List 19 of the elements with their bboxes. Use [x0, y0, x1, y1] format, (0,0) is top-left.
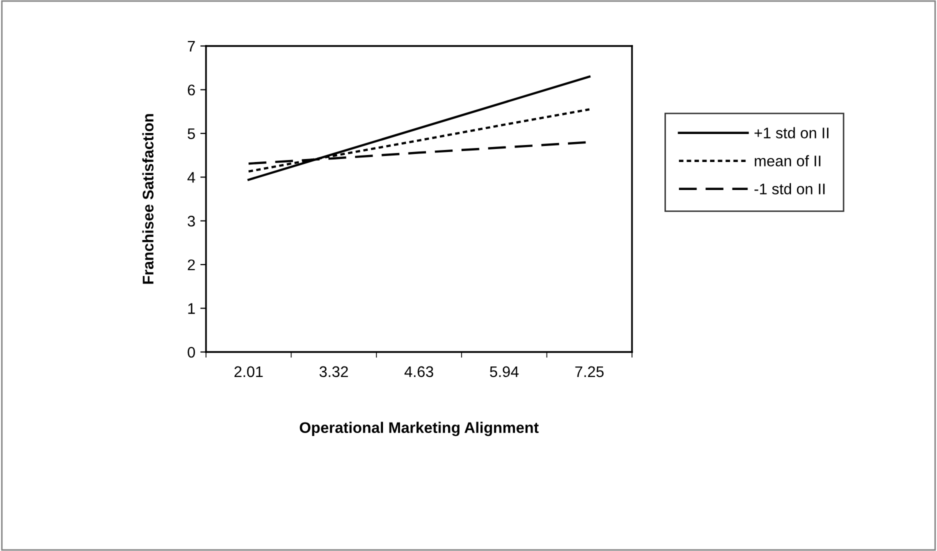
y-tick-label: 2 [188, 259, 195, 270]
x-tick-label: 4.63 [404, 366, 434, 378]
y-axis-title: Franchisee Satisfaction [142, 114, 154, 284]
x-tick-label: 3.32 [320, 366, 348, 378]
x-axis-title: Operational Marketing Alignment [300, 422, 539, 436]
y-tick-label: 5 [188, 128, 195, 140]
legend-label: -1 std on II [754, 183, 825, 194]
legend-label: +1 std on II [754, 127, 828, 138]
x-tick-label: 2.01 [234, 366, 263, 378]
line-series [247, 75, 591, 181]
y-tick-label: 0 [188, 346, 195, 358]
y-tick-label: 3 [188, 216, 195, 227]
y-tick-label: 1 [188, 303, 195, 314]
y-tick-label: 4 [187, 172, 196, 183]
y-tick-label: 6 [188, 84, 195, 96]
x-tick-label: 7.25 [575, 366, 604, 378]
legend-label: mean of II [754, 155, 820, 166]
y-tick-label: 7 [188, 41, 195, 52]
x-tick-label: 5.94 [490, 366, 519, 378]
